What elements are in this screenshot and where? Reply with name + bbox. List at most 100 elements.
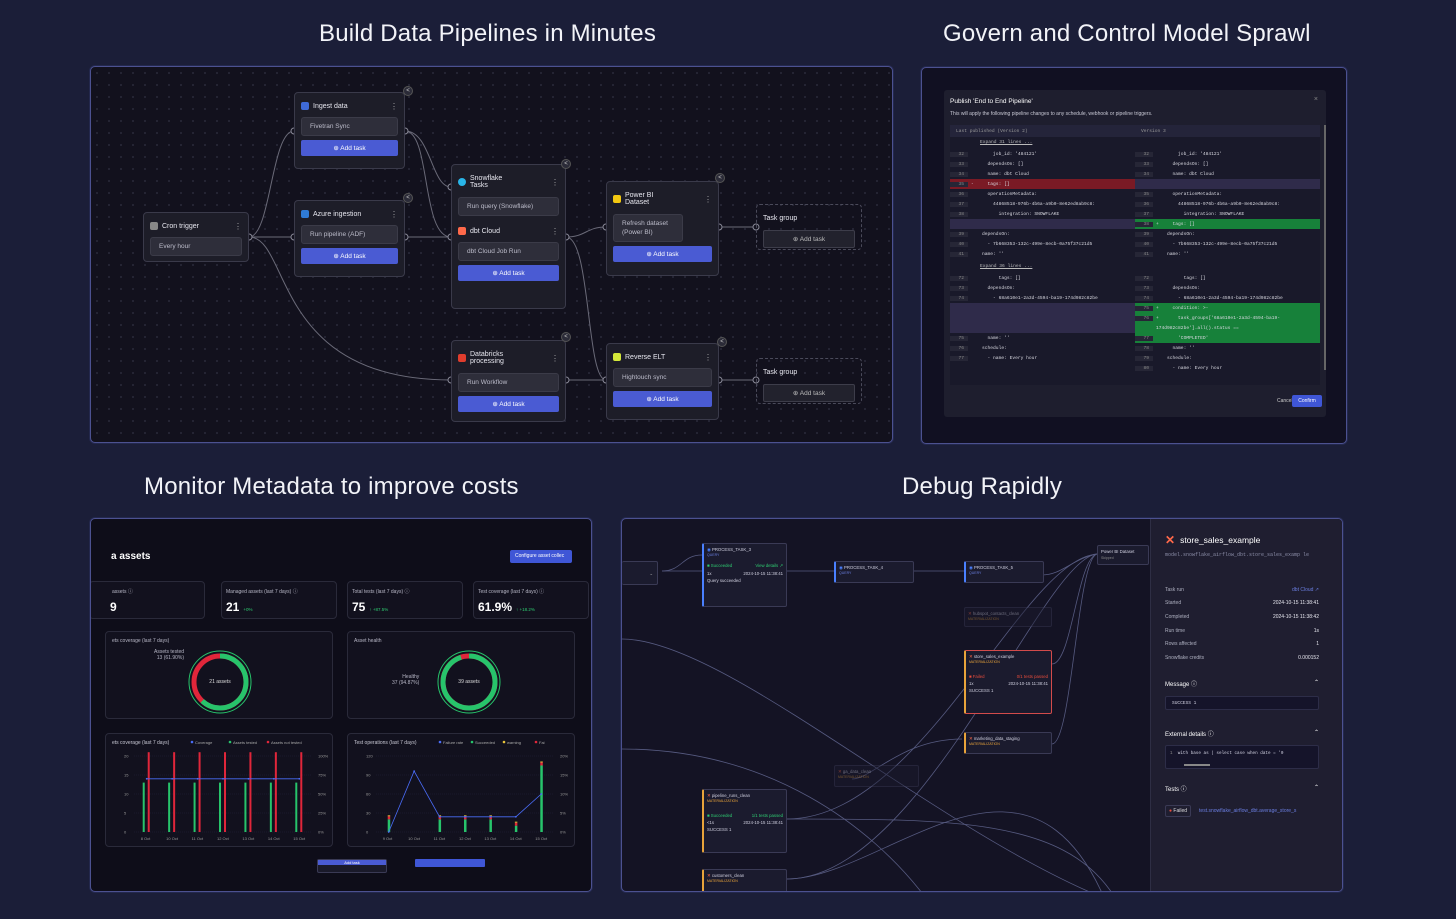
bar-not-tested: [173, 752, 176, 832]
add-task-button[interactable]: ⊕ Add task: [458, 396, 559, 412]
bar-succeeded: [438, 819, 442, 832]
ga-data-node[interactable]: ✕ ga_data_clean MATERIALIZATION: [834, 765, 919, 787]
run-details-sidebar: ✕ store_sales_example model.snowflake_ai…: [1150, 519, 1342, 891]
x-tick: 14 Oct: [268, 836, 281, 841]
add-task-button[interactable]: ⊕ Add task: [613, 246, 712, 262]
more-icon[interactable]: ⋮: [551, 177, 559, 187]
more-icon[interactable]: ⋮: [704, 352, 712, 362]
share-icon[interactable]: <: [561, 332, 571, 342]
reverse-elt-node[interactable]: Reverse ELT ⋮ Hightouch sync ⊕ Add task: [606, 343, 719, 420]
power-bi-node[interactable]: Power BI Dataset ⋮ Refresh dataset (Power…: [606, 181, 719, 276]
donut-legend: Assets tested 13 (61.90%): [154, 649, 185, 661]
diff-line: 72 tags: []: [950, 273, 1135, 283]
node-title: Cron trigger: [162, 222, 199, 230]
bar-not-tested: [300, 752, 303, 832]
bar-not-tested: [249, 752, 252, 832]
legend-marker: [470, 740, 474, 744]
process-task-5-node[interactable]: ◉ PROCESS_TASK_5 QUERY: [964, 561, 1044, 583]
more-icon[interactable]: ⋮: [704, 194, 712, 204]
add-task-button[interactable]: ⊕ Add task: [301, 140, 398, 156]
confirm-button[interactable]: Confirm: [1292, 395, 1322, 407]
add-task-button[interactable]: ⊕ Add task: [613, 391, 712, 407]
coverage-donut: [188, 650, 252, 714]
lineage-node-partial[interactable]: ⌄: [622, 561, 658, 585]
donut-segment-good: [191, 653, 249, 711]
node-title: Databricks processing: [470, 351, 504, 365]
share-icon[interactable]: <: [715, 173, 725, 183]
store-sales-node[interactable]: ✕ store_sales_example MATERIALIZATION ■ …: [964, 650, 1052, 714]
dbt-icon: [458, 227, 466, 235]
test-ops-chart-card: Test operations (last 7 days) Failure rat…: [347, 733, 575, 847]
y-tick-right: 100%: [318, 754, 329, 759]
cancel-button[interactable]: Cancel: [1277, 398, 1293, 404]
share-icon[interactable]: <: [561, 159, 571, 169]
scrollbar[interactable]: [1184, 764, 1210, 766]
share-icon[interactable]: <: [403, 193, 413, 203]
customers-clean-node[interactable]: ✕ customers_clean MATERIALIZATION: [702, 869, 787, 891]
kpi-value: 9: [110, 600, 117, 614]
kpi-delta: +0%: [243, 607, 253, 612]
scrollbar[interactable]: [1324, 125, 1326, 370]
line-point: [298, 777, 301, 780]
expand-lines-link[interactable]: Expand 36 lines ...: [980, 264, 1033, 269]
bar-not-tested: [274, 752, 277, 832]
kpi-card: Total tests (last 7 days) ⓘ 75 ↑ +87.5%: [347, 581, 463, 619]
close-icon[interactable]: ×: [1313, 96, 1318, 103]
marketing-staging-node[interactable]: ✕ marketing_data_staging MATERIALIZATION: [964, 732, 1052, 754]
more-icon[interactable]: ⋮: [390, 101, 398, 111]
x-tick: 13 Oct: [242, 836, 255, 841]
azure-ingestion-node[interactable]: Azure ingestion ⋮ Run pipeline (ADF) ⊕ Ad…: [294, 200, 405, 277]
health-card: Asset health Healthy 37 (94.87%) 39 asset…: [347, 631, 575, 719]
card-title: ets coverage (last 7 days): [112, 638, 170, 644]
detail-row: Snowflake credits 0.000152: [1165, 654, 1319, 661]
fivetran-icon: [301, 102, 309, 110]
snowflake-group-node[interactable]: Snowflake Tasks ⋮ Run query (Snowflake) d…: [451, 164, 566, 309]
task-group-1[interactable]: Task group ⊕ Add task: [756, 204, 862, 250]
diff-line: 75 name: '': [950, 333, 1135, 343]
more-icon[interactable]: ⋮: [390, 209, 398, 219]
hubspot-node[interactable]: ✕ hubspot_contacts_clean MATERIALIZATION: [964, 607, 1052, 627]
line-point: [145, 777, 148, 780]
add-task-button[interactable]: ⊕ Add task: [458, 265, 559, 281]
share-icon[interactable]: <: [403, 86, 413, 96]
node-title: Reverse ELT: [625, 353, 666, 361]
donut-legend: Healthy 37 (94.87%): [392, 674, 420, 686]
cron-trigger-node[interactable]: Cron trigger ⋮ Every hour: [143, 212, 249, 262]
pipeline-runs-node[interactable]: ✕ pipeline_runs_clean MATERIALIZATION ■ …: [702, 789, 787, 853]
detail-row: Task run dbt Cloud ↗: [1165, 586, 1319, 593]
legend-marker: [190, 740, 194, 744]
ingest-data-node[interactable]: Ingest data ⋮ Fivetran Sync ⊕ Add task: [294, 92, 405, 169]
bar-tested: [168, 782, 171, 832]
process-task-3-node[interactable]: ◉ PROCESS_TASK_3 QUERY ■ Succeeded View d…: [702, 543, 787, 607]
collapse-icon[interactable]: ⌃: [1313, 680, 1319, 686]
more-icon[interactable]: ⋮: [234, 221, 242, 231]
expand-lines-link[interactable]: Expand 31 lines ...: [980, 140, 1033, 145]
add-task-button[interactable]: ⊕ Add task: [763, 230, 855, 248]
detail-row: Completed 2024-10-15 11:38:42: [1165, 613, 1319, 620]
collapse-icon[interactable]: ⌃: [1313, 785, 1319, 791]
process-task-4-node[interactable]: ◉ PROCESS_TASK_4 QUERY: [834, 561, 914, 583]
diff-line: 39 dependsOn:: [950, 229, 1135, 239]
add-task-button[interactable]: Add task: [317, 859, 387, 873]
task-group-2[interactable]: Task group ⊕ Add task: [756, 358, 862, 404]
share-icon[interactable]: <: [717, 337, 727, 347]
tests-heading: Tests: [1165, 787, 1180, 793]
diff-line: 80 - name: Every hour: [1135, 363, 1320, 373]
configure-button[interactable]: Configure asset collec: [510, 550, 572, 563]
left-header: Last published (Version 2): [956, 128, 1028, 134]
line-point: [171, 777, 174, 780]
add-task-button[interactable]: ⊕ Add task: [763, 384, 855, 402]
more-icon[interactable]: ⋮: [551, 226, 559, 236]
bottom-bar: [415, 859, 485, 867]
title-debug: Debug Rapidly: [902, 473, 1063, 500]
card-title: Asset health: [354, 638, 382, 644]
node-title: Azure ingestion: [313, 210, 362, 218]
power-bi-dataset-node[interactable]: Power BI Dataset Skipped: [1097, 545, 1149, 565]
y-tick-right: 5%: [560, 811, 566, 816]
collapse-icon[interactable]: ⌃: [1313, 730, 1319, 736]
more-icon[interactable]: ⋮: [551, 353, 559, 363]
add-task-button[interactable]: ⊕ Add task: [301, 248, 398, 264]
x-tick: 8 Oct: [141, 836, 151, 841]
databricks-node[interactable]: Databricks processing ⋮ Run Workflow ⊕ Ad…: [451, 340, 566, 422]
test-link[interactable]: test.snowflake_airflow_dbt.average_store…: [1199, 808, 1297, 814]
